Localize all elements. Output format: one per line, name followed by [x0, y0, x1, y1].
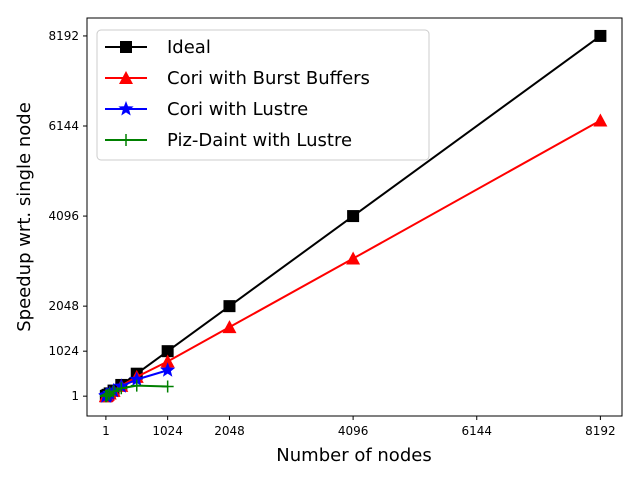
legend-item: Cori with Burst Buffers: [105, 68, 370, 89]
y-tick-label: 6144: [48, 119, 79, 133]
legend-label: Cori with Burst Buffers: [167, 68, 370, 89]
x-tick-label: 4096: [338, 424, 369, 438]
y-tick-label: 1024: [48, 344, 79, 358]
data-point: [129, 371, 145, 386]
data-point: [347, 210, 360, 223]
y-tick-label: 2048: [48, 299, 79, 313]
x-axis-label: Number of nodes: [276, 445, 431, 466]
y-tick-label: 1: [71, 389, 79, 403]
legend-label: Ideal: [167, 37, 211, 58]
legend-item: Cori with Lustre: [105, 99, 308, 120]
legend-marker: [119, 71, 133, 84]
legend-box: [96, 29, 430, 161]
legend-item: Piz-Daint with Lustre: [105, 130, 352, 151]
series-plus: [99, 379, 174, 403]
data-point: [594, 29, 607, 42]
y-axis-label: Speedup wrt. single node: [14, 102, 35, 332]
x-axis-ticks: 1 1024 2048 4096 6144 8192: [102, 416, 616, 438]
x-tick-label: 1: [102, 424, 110, 438]
data-point: [223, 300, 236, 313]
data-point: [593, 113, 608, 127]
data-point: [107, 385, 120, 398]
data-point: [346, 251, 361, 265]
legend-marker: [120, 41, 132, 53]
legend-item: Ideal: [105, 37, 211, 58]
data-point: [160, 354, 175, 368]
x-tick-label: 2048: [214, 424, 245, 438]
legend: Ideal Cori with Burst Buffers Cori with Lu…: [96, 29, 430, 161]
data-point: [115, 382, 128, 395]
legend-label: Cori with Lustre: [167, 99, 308, 120]
legend-marker: [118, 101, 134, 116]
x-tick-label: 6144: [461, 424, 492, 438]
data-point: [222, 320, 237, 334]
data-point: [161, 345, 174, 358]
x-tick-label: 1024: [152, 424, 183, 438]
data-point: [130, 379, 143, 392]
series-layer: [98, 29, 608, 403]
x-tick-label: 8192: [585, 424, 616, 438]
y-axis-ticks: 1 1024 2048 4096 6144 8192: [48, 29, 87, 403]
legend-marker: [120, 134, 132, 146]
y-tick-label: 4096: [48, 209, 79, 223]
data-point: [161, 380, 174, 393]
data-point: [160, 362, 176, 377]
y-tick-label: 8192: [48, 29, 79, 43]
legend-label: Piz-Daint with Lustre: [167, 130, 352, 151]
